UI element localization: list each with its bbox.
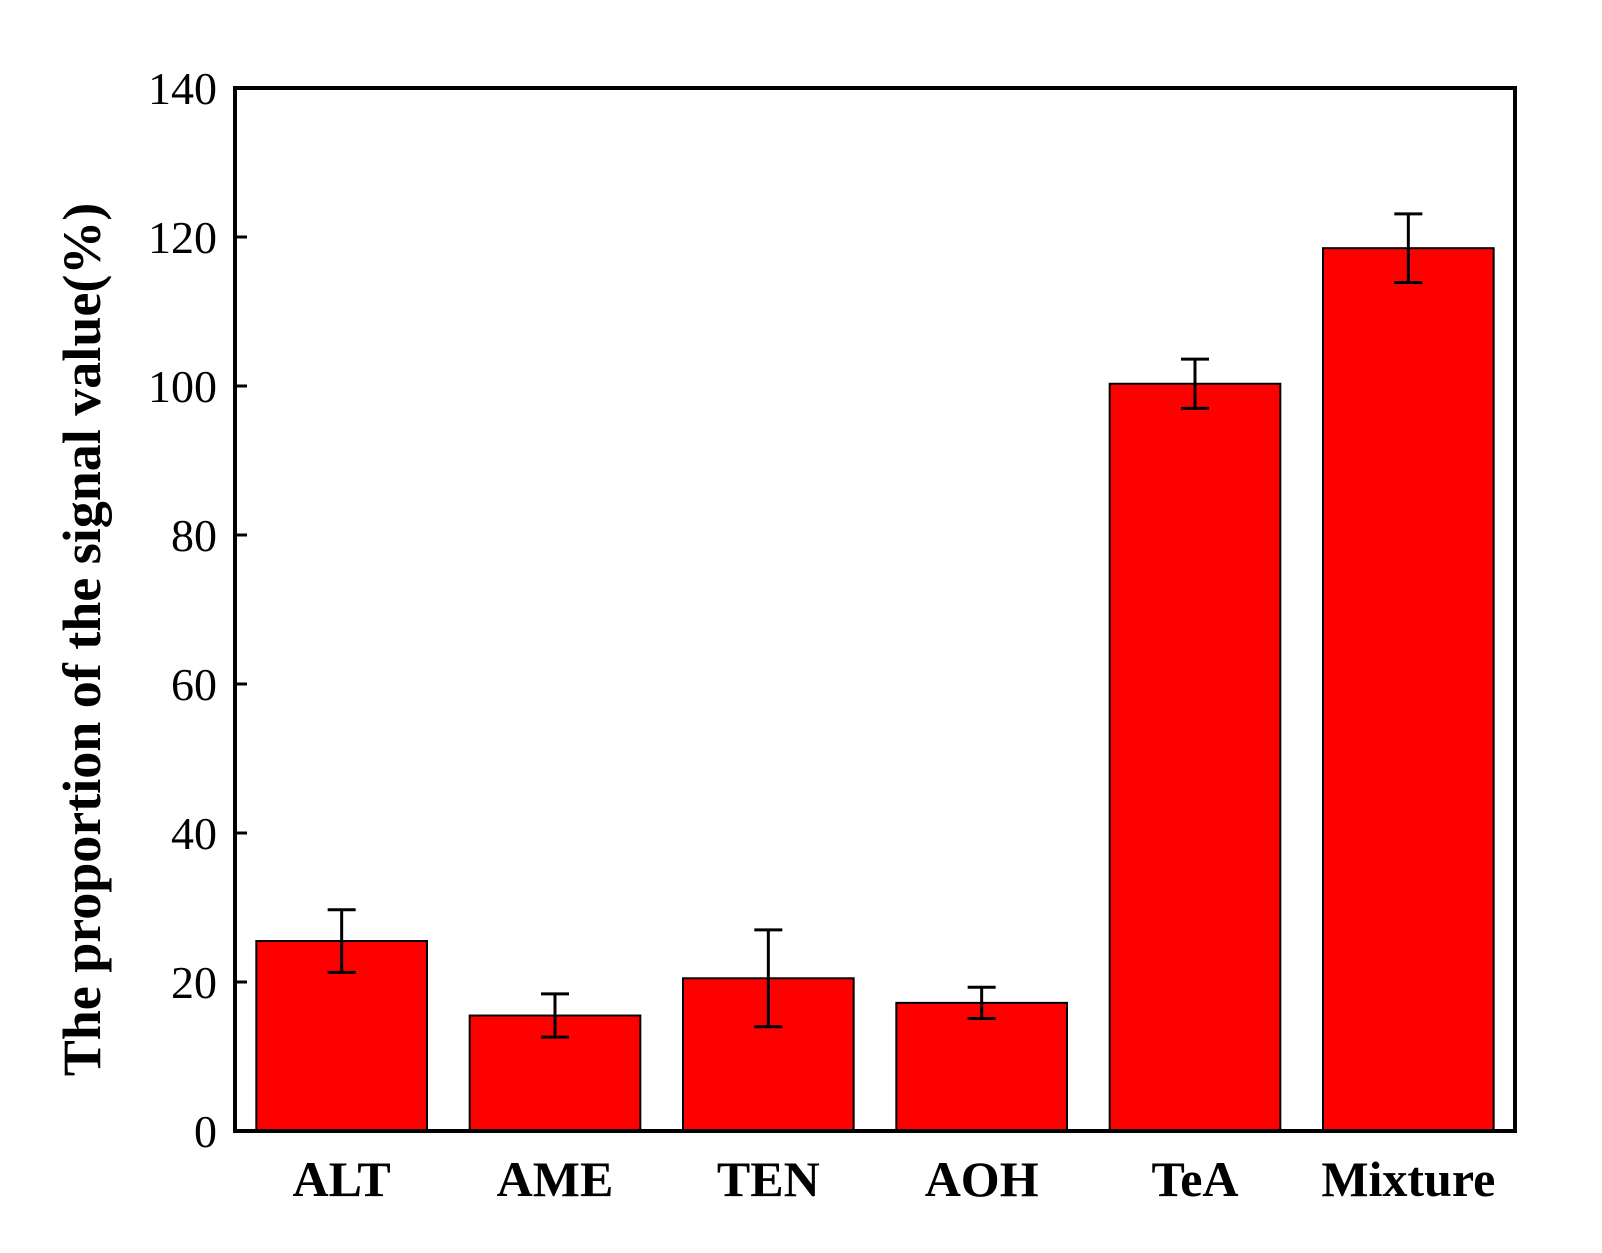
error-bar-mixture [1394,212,1423,284]
y-tick-label: 100 [148,361,217,412]
y-tick-label: 40 [171,808,217,859]
bars-group [255,247,1495,1133]
y-tick-label: 0 [194,1106,217,1157]
y-tick-label: 120 [148,212,217,263]
error-bar-aoh [967,985,996,1021]
error-bar-ten [754,928,783,1029]
x-tick-label-aoh: AOH [925,1151,1039,1207]
error-bar-tea [1181,357,1209,410]
x-tick-label-ten: TEN [717,1151,820,1207]
y-axis-ticks: 0 20 40 60 80 100 120 140 [148,63,247,1157]
error-bars-group [327,212,1423,1039]
error-bar-alt [327,908,356,974]
x-tick-label-tea: TeA [1151,1151,1238,1207]
y-tick-label: 60 [171,659,217,710]
error-bar-ame [541,992,569,1039]
y-axis-title: The proportion of the signal value(%) [52,203,112,1077]
x-tick-label-mixture: Mixture [1321,1151,1495,1207]
x-axis-labels: ALT AME TEN AOH TeA Mixture [293,1151,1496,1207]
x-tick-label-alt: ALT [293,1151,391,1207]
plot-frame [233,86,1517,1133]
bar-tea [1108,382,1282,1132]
y-tick-label: 80 [171,510,217,561]
y-tick-label: 20 [171,957,217,1008]
y-tick-label: 140 [148,63,217,114]
x-tick-label-ame: AME [497,1151,614,1207]
bar-mixture [1322,247,1495,1133]
bar-aoh [895,1001,1068,1132]
